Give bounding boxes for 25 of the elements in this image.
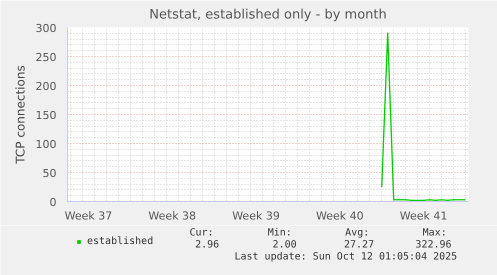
- text: 27.27: [344, 240, 374, 250]
- x-tick-label: Week 41: [400, 210, 448, 222]
- chart-title: Netstat, established only - by month: [149, 8, 387, 22]
- text: Last update: Sun Oct 12 01:05:04 2025: [234, 252, 458, 262]
- x-tick-label: Week 39: [232, 210, 280, 222]
- text: Min:: [268, 228, 292, 238]
- y-tick-label: 100: [36, 138, 57, 151]
- legend-label: established: [87, 236, 154, 247]
- y-tick-label: 250: [36, 51, 57, 64]
- text: 2.00: [272, 240, 297, 250]
- y-tick-label: 150: [36, 109, 57, 122]
- x-tick-label: Week 38: [148, 210, 196, 222]
- y-tick-label: 0: [50, 196, 56, 209]
- y-axis-title: TCP connections: [14, 65, 28, 165]
- text: 2.96: [195, 240, 220, 250]
- y-tick-label: 300: [36, 22, 57, 35]
- line-series: [381, 32, 466, 201]
- y-tick-label: 200: [36, 80, 57, 93]
- text: Cur:: [189, 228, 214, 238]
- x-tick-label: Week 40: [316, 210, 364, 222]
- x-tick-label: Week 37: [64, 210, 112, 222]
- text: Max:: [422, 228, 447, 238]
- text: Avg:: [345, 228, 370, 238]
- y-tick-label: 50: [42, 167, 57, 180]
- text: 322.96: [415, 240, 452, 250]
